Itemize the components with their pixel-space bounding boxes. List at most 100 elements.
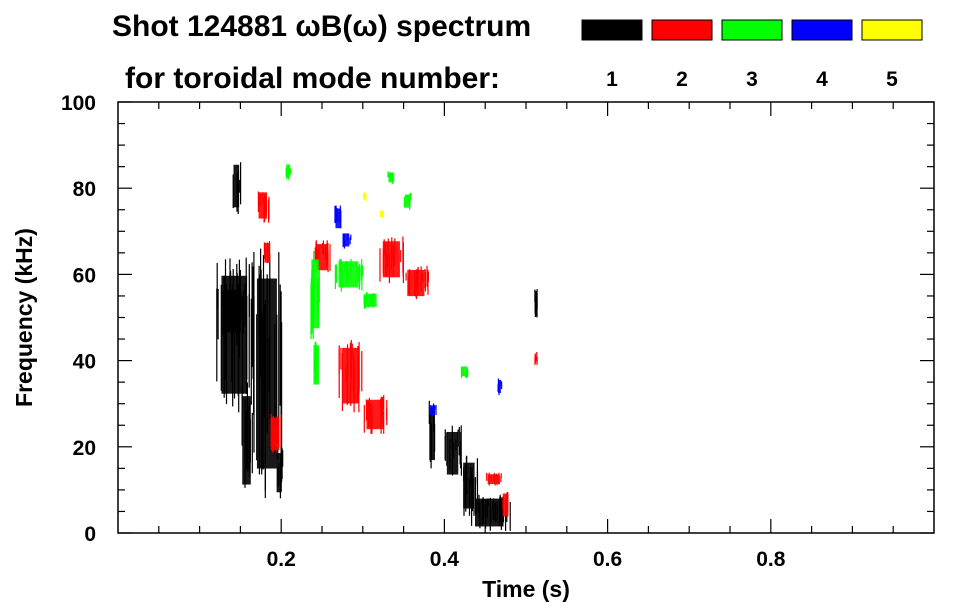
mode-3-point [358, 266, 360, 282]
mode-1-point [222, 301, 224, 313]
mode-1-point [428, 400, 430, 424]
mode-2-point [392, 244, 394, 278]
mode-1-point [268, 337, 270, 392]
mode-2-region-1 [257, 191, 270, 223]
mode-4-point [334, 205, 336, 224]
mode-1-point [505, 507, 507, 531]
mode-2-point [327, 250, 329, 273]
mode-3-point [344, 263, 346, 271]
mode-1-point [509, 501, 511, 531]
mode-2-point [340, 347, 342, 370]
mode-2-point [370, 409, 372, 434]
mode-1-point [261, 312, 263, 475]
series-mode-4 [334, 205, 503, 416]
mode-1-point [498, 498, 500, 526]
mode-2-point [327, 243, 329, 255]
mode-1-point [252, 266, 254, 352]
legend-swatch-1 [581, 19, 643, 41]
mode-2-point [535, 355, 537, 359]
mode-2-point [352, 354, 354, 393]
mode-1-point [238, 293, 240, 330]
mode-1-point [465, 456, 467, 491]
mode-2-point [277, 417, 279, 444]
mode-3-point [315, 352, 318, 382]
mode-1-region-core [233, 164, 240, 208]
mode-2-point [488, 477, 490, 486]
mode-2-point [317, 249, 319, 261]
mode-3-point [335, 269, 337, 281]
mode-3-point [350, 258, 352, 280]
mode-2-point [405, 272, 407, 281]
mode-2-point [383, 410, 385, 434]
mode-1-point [444, 429, 446, 461]
mode-1-point [232, 174, 234, 209]
mode-2-point [346, 348, 348, 405]
mode-2-point [267, 247, 269, 264]
mode-2-point [263, 242, 265, 259]
mode-1-point [473, 477, 475, 516]
mode-2-region-3 [270, 414, 282, 453]
mode-3-point [340, 259, 342, 282]
mode-1-point [223, 285, 225, 398]
mode-1-point [535, 296, 537, 317]
mode-2-point [402, 236, 404, 273]
mode-1-point [452, 445, 454, 458]
mode-4-point [336, 208, 338, 222]
mode-1-point [280, 450, 283, 479]
mode-4-point [497, 378, 499, 385]
mode-5-point [381, 211, 383, 218]
mode-1-point [470, 467, 472, 485]
mode-1-point [220, 284, 222, 391]
mode-2-point [271, 417, 273, 431]
mode-2-region-core [258, 192, 268, 219]
mode-5-region-1 [362, 192, 367, 201]
mode-3-point [314, 359, 317, 381]
mode-2-point [393, 252, 395, 267]
mode-2-point [383, 239, 385, 255]
mode-1-point [494, 502, 496, 523]
mode-1-region-3 [241, 382, 253, 488]
legend-label-4: 4 [816, 68, 828, 91]
mode-3-point [317, 279, 319, 315]
x-tick-label: 0.6 [593, 548, 622, 571]
y-axis: 0 20 40 60 80 100 [61, 92, 934, 546]
y-tick-label: 100 [61, 92, 96, 115]
mode-2-point [486, 472, 488, 481]
mode-2-region-2 [263, 241, 271, 264]
legend: 1 2 3 4 5 [581, 19, 923, 91]
mode-3-point [287, 168, 290, 180]
mode-1-point [260, 248, 262, 377]
mode-2-point [338, 345, 340, 399]
legend-swatch-2 [651, 19, 713, 41]
mode-1-point [487, 498, 489, 507]
mode-2-point [350, 346, 352, 377]
mode-1-point [476, 470, 479, 501]
x-tick-label: 0.2 [267, 548, 296, 571]
mode-1-point [482, 497, 484, 506]
mode-1-point [471, 501, 473, 526]
mode-2-point [536, 352, 538, 356]
mode-5-point [365, 195, 367, 201]
mode-1-point [258, 265, 260, 338]
mode-2-point [536, 356, 538, 361]
legend-label-3: 3 [746, 68, 758, 91]
mode-1-point [244, 283, 246, 327]
mode-2-point [326, 243, 328, 268]
mode-1-point [264, 300, 266, 491]
mode-1-point [474, 477, 477, 514]
mode-2-point [496, 473, 498, 478]
mode-3-point [341, 263, 343, 288]
mode-1-point [536, 299, 538, 318]
mode-2-point [383, 395, 385, 411]
mode-1-point [280, 291, 282, 492]
mode-2-point [381, 398, 383, 424]
mode-3-point [362, 265, 364, 277]
mode-2-point [388, 254, 390, 284]
mode-1-point [263, 303, 265, 418]
mode-1-point [237, 284, 239, 397]
mode-1-point [231, 307, 233, 383]
mode-3-region-4 [363, 292, 377, 309]
mode-1-point [489, 497, 491, 511]
mode-1-point [471, 467, 473, 485]
mode-2-point [416, 276, 418, 286]
